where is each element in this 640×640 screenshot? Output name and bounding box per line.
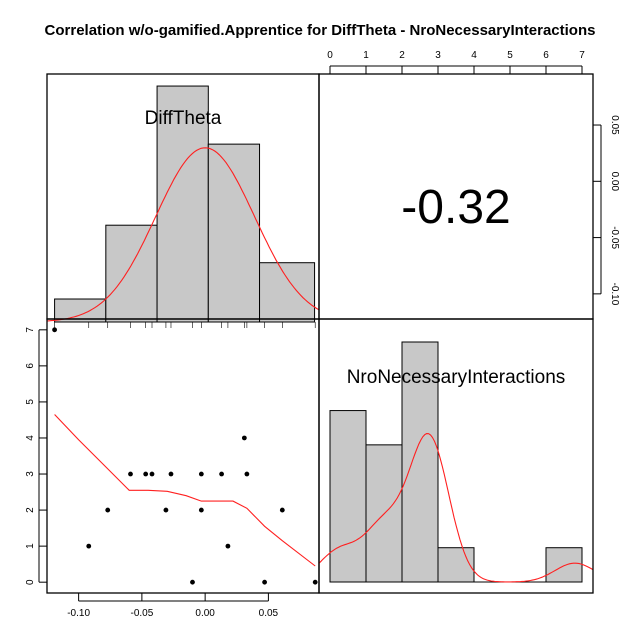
scatter-point-15 <box>262 579 267 585</box>
hist-bar-difftheta-2 <box>156 85 209 323</box>
bottom-axis-label-2: 0.00 <box>195 608 215 619</box>
bottom-axis-label-3: 0.05 <box>259 608 279 619</box>
scatter-point-1 <box>86 543 92 549</box>
left-axis-label-5: 5 <box>25 399 36 405</box>
left-axis-label-6: 6 <box>25 363 36 369</box>
scatter-point-16 <box>279 507 285 513</box>
diag-label-nro: NroNecessaryInteractions <box>347 367 566 388</box>
panel-frame-bl <box>46 318 320 594</box>
scatter-point-5 <box>149 471 155 477</box>
panel-hist-difftheta: DiffTheta <box>46 73 320 328</box>
right-axis-label-1: -0.05 <box>609 226 620 249</box>
scatter-point-13 <box>241 435 247 441</box>
scatter-point-4 <box>143 471 149 477</box>
left-axis-label-0: 0 <box>25 579 36 585</box>
panel-frame-br <box>318 318 594 594</box>
scatter-point-11 <box>219 471 224 477</box>
panel-scatter <box>46 318 320 594</box>
scatter-point-7 <box>168 471 174 477</box>
scatter-point-6 <box>163 507 169 513</box>
scatter-point-2 <box>105 507 111 513</box>
left-axis-label-2: 2 <box>25 507 36 513</box>
top-axis-label-3: 3 <box>435 50 441 61</box>
scatter-point-9 <box>198 471 204 477</box>
panel-hist-nro: NroNecessaryInteractions <box>318 318 594 594</box>
density-curve-difftheta <box>46 147 320 322</box>
top-axis-label-4: 4 <box>471 50 477 61</box>
top-axis-label-1: 1 <box>363 50 369 61</box>
right-axis-label-3: 0.05 <box>609 115 620 135</box>
left-axis-label-1: 1 <box>25 543 36 549</box>
scatter-point-0 <box>52 327 57 333</box>
scatter-point-14 <box>244 471 250 477</box>
left-axis-label-4: 4 <box>25 435 36 441</box>
hist-bar-nro-6 <box>545 547 583 583</box>
right-axis-label-2: 0.00 <box>609 172 620 192</box>
scatter-point-12 <box>225 543 231 549</box>
top-axis-label-7: 7 <box>579 50 585 61</box>
correlation-value: -0.32 <box>401 181 510 234</box>
top-axis-label-0: 0 <box>327 50 333 61</box>
panel-correlation: -0.32 <box>318 73 594 320</box>
hist-bar-nro-2 <box>401 341 439 583</box>
hist-bar-difftheta-3 <box>207 143 261 323</box>
hist-bar-difftheta-4 <box>259 262 316 323</box>
hist-bar-nro-0 <box>329 410 367 583</box>
left-axis-label-3: 3 <box>25 471 36 477</box>
hist-bar-nro-3 <box>437 547 475 583</box>
top-axis-label-5: 5 <box>507 50 513 61</box>
smooth-line <box>54 414 316 567</box>
scatter-point-3 <box>128 471 133 477</box>
bottom-axis-label-0: -0.10 <box>67 608 90 619</box>
chart-title: Correlation w/o-gamified.Apprentice for … <box>45 22 596 39</box>
density-curve-nro <box>318 433 594 583</box>
diag-label-difftheta: DiffTheta <box>145 108 222 129</box>
right-axis-label-0: -0.10 <box>609 283 620 306</box>
scatter-point-17 <box>312 579 318 585</box>
hist-bar-difftheta-1 <box>105 224 158 323</box>
left-axis-label-7: 7 <box>25 327 36 333</box>
axes-group: 0 1 2 3 4 5 6 7 -0.10 -0.05 0.00 0.05 0 1 2 3 4 5 6 7 -0.10 -… <box>25 50 620 619</box>
top-axis-label-6: 6 <box>543 50 549 61</box>
top-axis-label-2: 2 <box>399 50 405 61</box>
scatter-point-10 <box>198 507 204 513</box>
bottom-axis-label-1: -0.05 <box>130 608 153 619</box>
scatter-point-8 <box>190 579 195 585</box>
